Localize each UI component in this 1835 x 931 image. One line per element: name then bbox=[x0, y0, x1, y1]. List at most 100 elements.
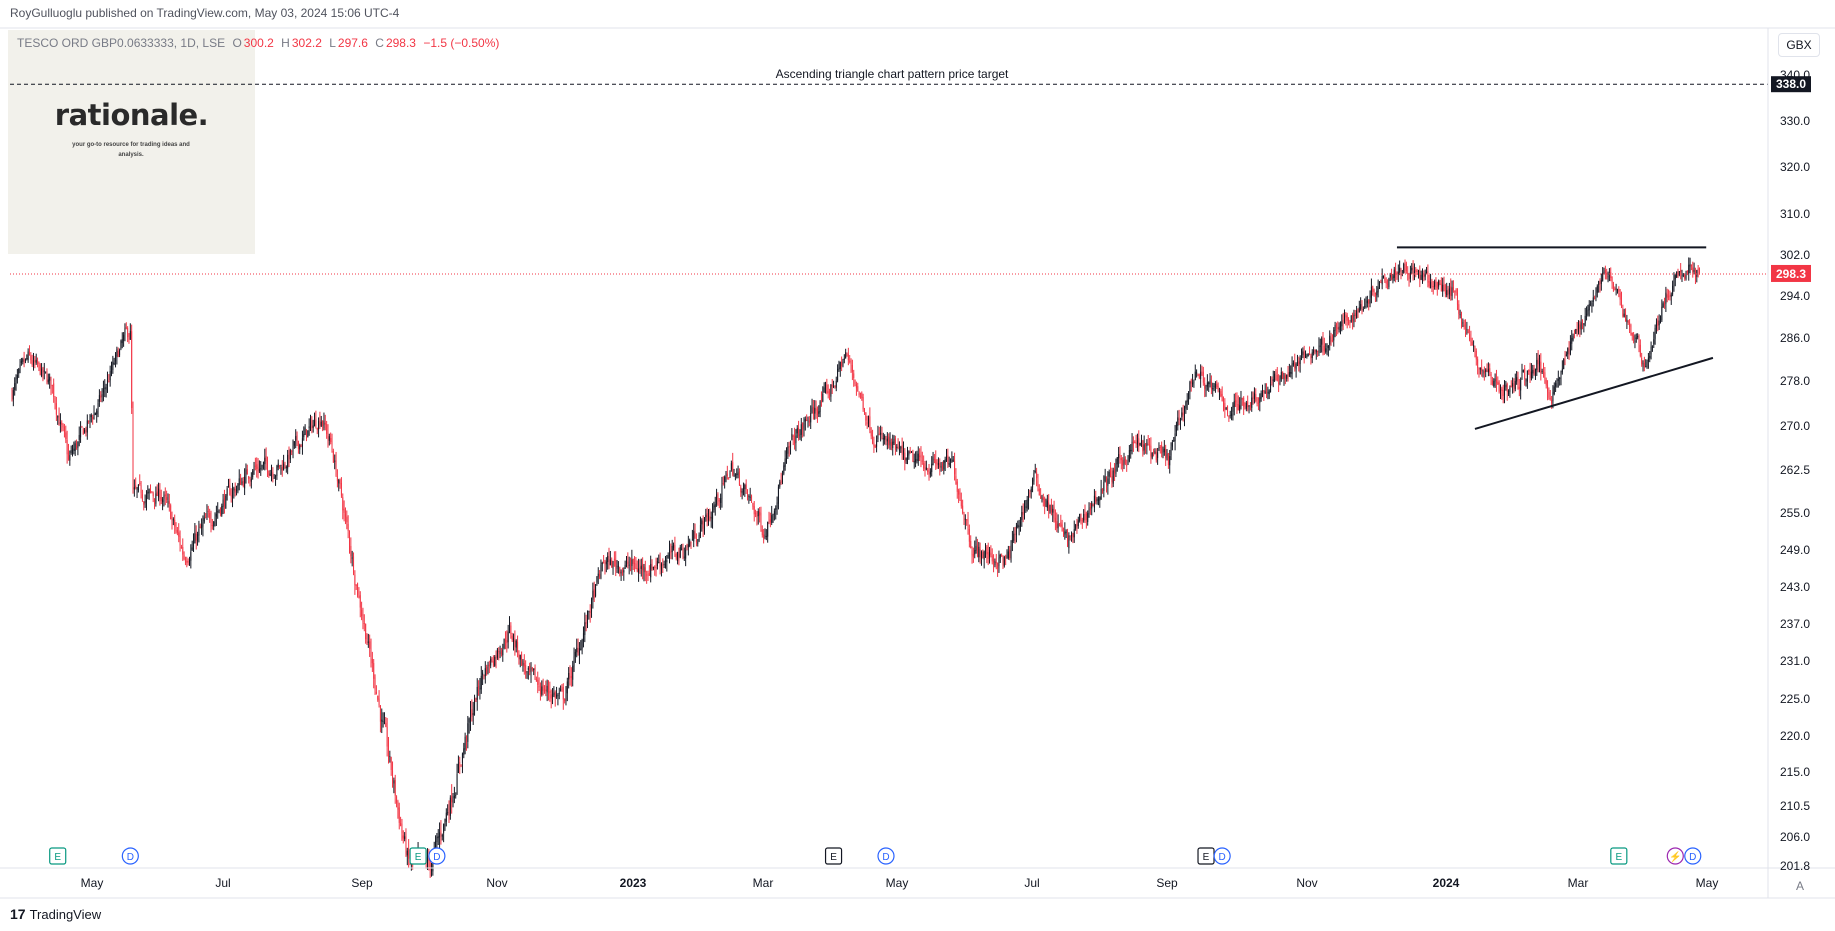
candle bbox=[664, 555, 666, 569]
candle bbox=[74, 440, 76, 456]
candle bbox=[1116, 456, 1118, 472]
candle bbox=[164, 487, 166, 506]
candle bbox=[277, 459, 279, 471]
dividend-event-icon[interactable]: D bbox=[428, 847, 446, 865]
candle bbox=[787, 442, 789, 459]
candle bbox=[894, 435, 896, 456]
candle bbox=[889, 432, 891, 450]
candle bbox=[1120, 454, 1122, 470]
earnings-event-icon[interactable]: E bbox=[824, 847, 843, 865]
candle bbox=[78, 426, 80, 447]
candle bbox=[752, 502, 754, 510]
earnings-event-icon[interactable]: E bbox=[1197, 847, 1215, 865]
candle bbox=[378, 690, 380, 708]
candle bbox=[1598, 280, 1600, 293]
candle bbox=[1651, 345, 1653, 352]
candle bbox=[260, 461, 262, 476]
candle bbox=[1463, 319, 1465, 330]
candle bbox=[1052, 504, 1054, 522]
candle bbox=[318, 417, 320, 438]
candle bbox=[1084, 504, 1086, 524]
candle bbox=[1439, 279, 1441, 286]
candle bbox=[644, 560, 646, 582]
candle bbox=[1393, 266, 1395, 282]
candle bbox=[453, 786, 455, 804]
candle bbox=[1517, 371, 1519, 390]
candle bbox=[172, 517, 174, 526]
candle bbox=[1021, 505, 1023, 527]
candle bbox=[751, 494, 753, 504]
candle bbox=[504, 631, 506, 650]
candle bbox=[1380, 279, 1382, 284]
candle bbox=[1288, 363, 1290, 378]
candle bbox=[65, 425, 67, 444]
earnings-event-icon[interactable]: E bbox=[409, 847, 427, 865]
candle bbox=[1081, 517, 1083, 529]
candle bbox=[1111, 467, 1113, 488]
candle bbox=[472, 701, 474, 725]
candle bbox=[582, 626, 584, 648]
candle bbox=[257, 458, 259, 479]
candle bbox=[1693, 262, 1695, 275]
svg-text:E: E bbox=[54, 852, 61, 863]
candle bbox=[448, 800, 450, 824]
candle bbox=[591, 597, 593, 618]
candle bbox=[285, 465, 287, 473]
candle bbox=[186, 556, 188, 568]
candle bbox=[971, 546, 973, 564]
candle bbox=[1011, 530, 1013, 552]
dividend-event-icon[interactable]: D bbox=[1684, 847, 1702, 865]
candle bbox=[870, 427, 872, 440]
candle bbox=[632, 558, 634, 571]
candle bbox=[76, 439, 78, 450]
tradingview-footer-logo[interactable]: 17 TradingView bbox=[10, 906, 101, 922]
candle bbox=[202, 515, 204, 537]
dividend-event-icon[interactable]: D bbox=[1213, 847, 1231, 865]
published-caption: RoyGulluoglu published on TradingView.co… bbox=[10, 6, 400, 20]
auto-scale-button[interactable]: A bbox=[1795, 879, 1804, 893]
candle bbox=[1626, 314, 1628, 330]
candle bbox=[359, 591, 361, 618]
currency-button[interactable]: GBX bbox=[1778, 33, 1820, 57]
candle bbox=[1088, 502, 1090, 518]
candle bbox=[1212, 382, 1214, 397]
candle bbox=[445, 808, 447, 827]
candle bbox=[389, 750, 391, 763]
candle bbox=[463, 742, 465, 759]
candle bbox=[675, 552, 677, 561]
candle bbox=[791, 428, 793, 441]
candle bbox=[1502, 384, 1504, 404]
candle bbox=[638, 558, 640, 582]
candle bbox=[1068, 532, 1070, 554]
candle bbox=[214, 512, 216, 527]
candle bbox=[1104, 468, 1106, 483]
earnings-event-icon[interactable]: E bbox=[49, 847, 67, 865]
candle bbox=[175, 522, 177, 534]
candle bbox=[1392, 273, 1394, 284]
candle bbox=[111, 361, 113, 377]
candle bbox=[26, 354, 28, 361]
symbol-legend[interactable]: TESCO ORD GBP0.0633333, 1D, LSE O 300.2 H… bbox=[17, 36, 499, 50]
ohlc-change: −1.5 (−0.50%) bbox=[423, 36, 500, 50]
candle bbox=[854, 379, 856, 387]
split-event-icon[interactable]: ⚡ bbox=[1666, 847, 1684, 865]
dividend-event-icon[interactable]: D bbox=[877, 847, 895, 865]
candle bbox=[77, 441, 79, 456]
candle bbox=[1612, 281, 1614, 292]
candle bbox=[447, 804, 449, 816]
candle bbox=[18, 367, 20, 378]
price-tick-label: 225.0 bbox=[1780, 692, 1810, 706]
support-trendline[interactable] bbox=[1474, 356, 1714, 430]
candle bbox=[1174, 425, 1176, 451]
candle bbox=[229, 478, 231, 496]
candle bbox=[604, 559, 606, 575]
candle bbox=[1130, 444, 1132, 459]
candle bbox=[30, 352, 32, 364]
candle bbox=[365, 623, 367, 644]
dividend-event-icon[interactable]: D bbox=[121, 847, 139, 865]
candle bbox=[855, 381, 857, 396]
candle bbox=[1095, 490, 1097, 505]
candle bbox=[1142, 439, 1144, 457]
earnings-event-icon[interactable]: E bbox=[1610, 847, 1628, 865]
